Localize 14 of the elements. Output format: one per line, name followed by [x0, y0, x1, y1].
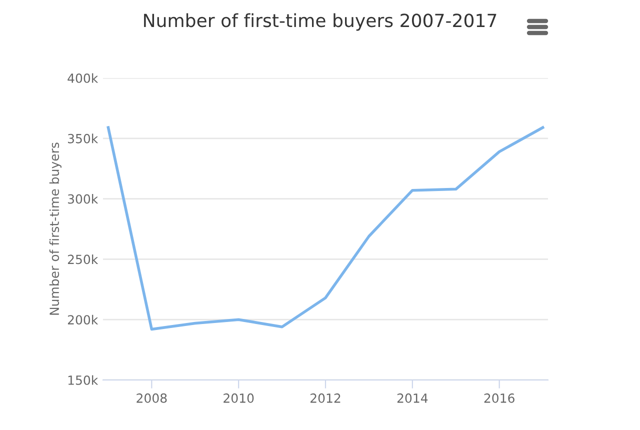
y-tick-label: 200k — [68, 314, 98, 325]
x-tick-label: 2010 — [224, 393, 254, 403]
y-axis-title: Number of first-time buyers — [49, 142, 62, 315]
line-series — [106, 126, 544, 331]
y-tick-label: 400k — [68, 73, 98, 83]
x-tick-label: 2016 — [484, 393, 514, 403]
y-tick-label: 300k — [68, 194, 98, 204]
x-tick-label: 2012 — [310, 393, 340, 403]
chart-title: Number of first-time buyers 2007-2017 — [144, 13, 496, 31]
y-tick-label: 250k — [68, 254, 98, 264]
y-tick-label: 350k — [68, 134, 98, 144]
x-tick-label: 2008 — [136, 393, 167, 403]
x-tick-label: 2014 — [397, 393, 428, 403]
y-tick-label: 150k — [68, 375, 98, 385]
